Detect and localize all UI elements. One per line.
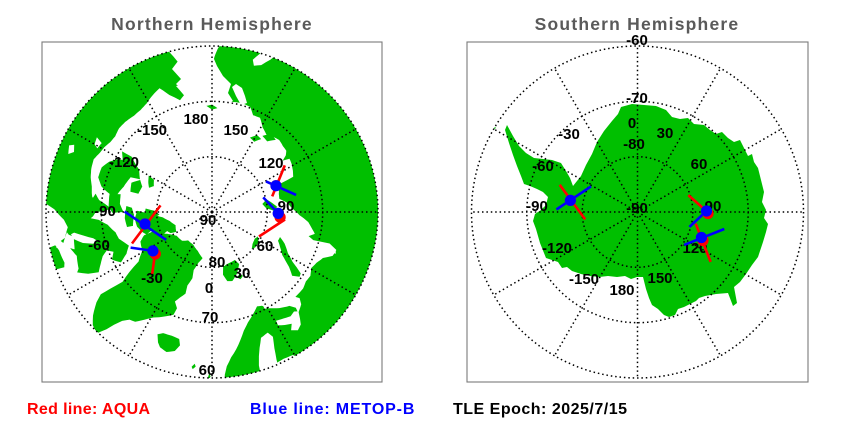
svg-text:180: 180 xyxy=(183,111,208,128)
svg-text:60: 60 xyxy=(691,156,708,173)
svg-text:90: 90 xyxy=(200,212,217,229)
svg-text:80: 80 xyxy=(209,254,226,271)
svg-text:-60: -60 xyxy=(626,32,648,49)
svg-text:-70: -70 xyxy=(626,90,648,107)
svg-text:0: 0 xyxy=(205,280,213,297)
svg-text:-60: -60 xyxy=(532,158,554,175)
svg-text:30: 30 xyxy=(234,265,251,282)
svg-text:60: 60 xyxy=(257,238,274,255)
svg-text:150: 150 xyxy=(647,270,672,287)
svg-text:120: 120 xyxy=(258,155,283,172)
svg-text:180: 180 xyxy=(609,282,634,299)
svg-text:Southern Hemisphere: Southern Hemisphere xyxy=(535,14,740,34)
svg-text:TLE Epoch: 2025/7/15: TLE Epoch: 2025/7/15 xyxy=(453,401,628,418)
svg-text:-120: -120 xyxy=(109,154,139,171)
svg-text:-60: -60 xyxy=(88,237,110,254)
svg-text:-80: -80 xyxy=(623,136,645,153)
svg-text:Red line: AQUA: Red line: AQUA xyxy=(27,401,151,418)
svg-text:60: 60 xyxy=(199,362,216,379)
svg-text:Blue line: METOP-B: Blue line: METOP-B xyxy=(250,401,415,418)
svg-text:-30: -30 xyxy=(558,126,580,143)
svg-text:150: 150 xyxy=(223,122,248,139)
svg-text:Northern Hemisphere: Northern Hemisphere xyxy=(111,14,313,34)
svg-text:-90: -90 xyxy=(626,200,648,217)
svg-text:0: 0 xyxy=(628,115,636,132)
svg-text:-90: -90 xyxy=(526,198,548,215)
svg-text:30: 30 xyxy=(657,125,674,142)
svg-text:-150: -150 xyxy=(137,122,167,139)
svg-text:-150: -150 xyxy=(569,271,599,288)
svg-text:-90: -90 xyxy=(94,203,116,220)
svg-text:70: 70 xyxy=(202,309,219,326)
svg-text:-30: -30 xyxy=(141,270,163,287)
svg-text:-120: -120 xyxy=(542,240,572,257)
